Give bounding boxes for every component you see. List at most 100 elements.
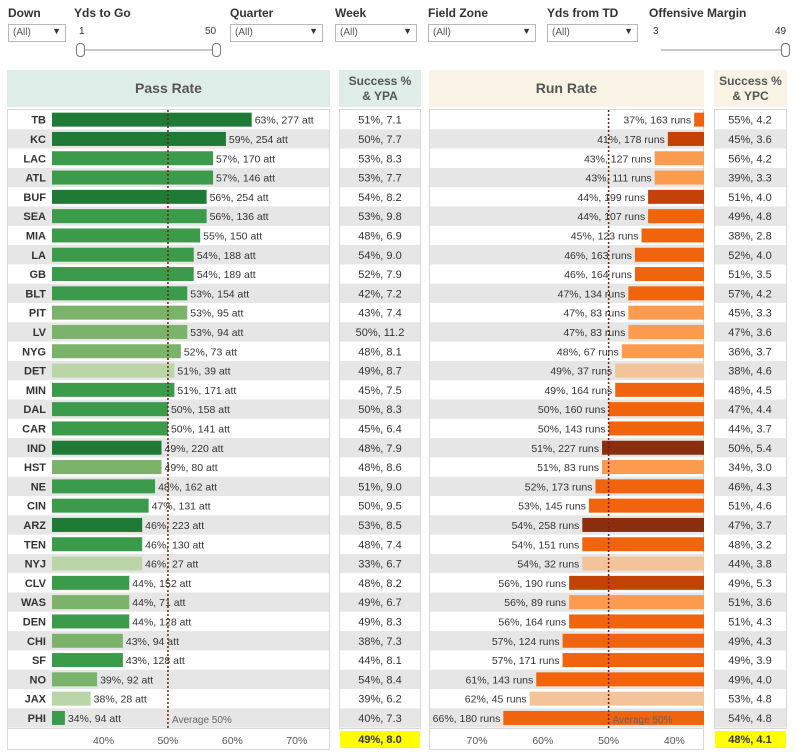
pass-rate-panel	[7, 109, 330, 729]
yds-to-go-max-handle[interactable]	[212, 43, 221, 57]
run-bar	[582, 556, 704, 571]
row-stripe	[715, 438, 786, 458]
row-stripe	[715, 167, 786, 188]
row-stripe	[340, 476, 420, 496]
pass-success-cell: 54%, 9.0	[358, 250, 401, 262]
pass-bar	[52, 653, 123, 668]
row-stripe	[430, 167, 703, 188]
chevron-down-icon: ▼	[309, 26, 318, 36]
pass-success-cell: 53%, 9.8	[358, 211, 401, 223]
run-success-cell: 53%, 4.8	[728, 694, 771, 706]
run-bar-label: 45%, 123 runs	[571, 230, 639, 242]
pass-bar	[52, 614, 130, 629]
pass-team-label: CLV	[25, 578, 47, 590]
pass-bar-label: 53%, 95 att	[190, 308, 243, 320]
pass-success-cell: 42%, 7.2	[358, 288, 401, 300]
row-stripe	[340, 708, 420, 728]
pass-bar	[52, 402, 168, 417]
pass-success-cell: 44%, 8.1	[358, 655, 401, 667]
row-stripe	[715, 245, 786, 265]
pass-success-cell: 38%, 7.3	[358, 636, 401, 648]
field-zone-filter-value: (All)	[433, 27, 451, 38]
pass-team-label: HST	[24, 462, 46, 474]
yds-to-go-slider-track[interactable]	[80, 49, 216, 51]
pass-team-label: SF	[32, 655, 46, 667]
run-bar-label: 37%, 163 runs	[623, 115, 691, 127]
run-success-cell: 47%, 3.7	[728, 520, 771, 532]
pass-bar-label: 54%, 189 att	[197, 269, 256, 281]
yds-to-go-min-handle[interactable]	[76, 43, 85, 57]
run-bar	[562, 633, 704, 648]
pass-bar	[52, 575, 130, 590]
field-zone-filter-select[interactable]: (All) ▼	[428, 24, 536, 42]
pass-bar	[52, 170, 214, 185]
down-filter-select[interactable]: (All) ▼	[8, 24, 66, 42]
pass-bar	[52, 344, 181, 359]
row-stripe	[715, 553, 786, 574]
pass-bar-label: 44%, 71 att	[132, 597, 185, 609]
run-bar-label: 57%, 124 runs	[492, 636, 560, 648]
run-bar-label: 52%, 173 runs	[525, 481, 593, 493]
pass-bar-label: 43%, 94 att	[126, 636, 179, 648]
run-bar	[648, 189, 704, 204]
run-average-label: Average 50%	[613, 715, 673, 726]
run-bar-label: 56%, 89 runs	[504, 597, 566, 609]
run-bar	[615, 382, 704, 397]
run-success-cell: 48%, 3.2	[728, 539, 771, 551]
pass-success-total: 49%, 8.0	[358, 734, 401, 746]
run-bar-label: 46%, 163 runs	[564, 250, 632, 262]
run-bar-label: 57%, 171 runs	[492, 655, 560, 667]
run-axis-tick-label: 50%	[598, 735, 619, 747]
pass-bar	[52, 595, 130, 610]
offensive-margin-max-handle[interactable]	[781, 43, 790, 57]
run-success-cell: 51%, 4.3	[728, 616, 771, 628]
row-stripe	[340, 360, 420, 381]
row-stripe	[340, 129, 420, 149]
offensive-margin-slider-track[interactable]	[661, 49, 785, 51]
run-success-cell: 57%, 4.2	[728, 288, 771, 300]
pass-rate-bars: TB 63%, 277 att KC 59%, 254 att LAC 57%, 170 …	[21, 112, 314, 725]
pass-bar	[52, 479, 156, 494]
run-rate-header: Run Rate	[429, 70, 704, 107]
row-stripe	[715, 592, 786, 612]
run-success-total-bg	[715, 731, 786, 748]
run-success-cell: 51%, 3.6	[728, 597, 771, 609]
pass-success-cell: 45%, 7.5	[358, 385, 401, 397]
row-stripe	[430, 129, 703, 149]
pass-success-cell: 48%, 8.6	[358, 462, 401, 474]
offensive-margin-min: 3	[653, 26, 659, 37]
pass-bar-label: 47%, 131 att	[152, 501, 211, 513]
pass-team-label: TEN	[24, 539, 46, 551]
run-bar-label: 43%, 127 runs	[584, 153, 652, 165]
run-bar-label: 54%, 151 runs	[512, 539, 580, 551]
run-success-cell: 38%, 2.8	[728, 230, 771, 242]
run-bar	[694, 112, 704, 127]
pass-success-cell: 54%, 8.2	[358, 192, 401, 204]
quarter-filter-select[interactable]: (All) ▼	[230, 24, 323, 42]
yds-from-td-filter-select[interactable]: (All) ▼	[547, 24, 638, 42]
pass-team-label: PHI	[28, 713, 46, 725]
run-bar	[628, 324, 704, 339]
pass-success-cell: 53%, 8.5	[358, 520, 401, 532]
row-stripe	[340, 283, 420, 303]
pass-team-label: WAS	[21, 597, 46, 609]
pass-success-cell: 53%, 8.3	[358, 153, 401, 165]
run-success-cell: 49%, 4.8	[728, 211, 771, 223]
run-success-panel	[714, 109, 787, 729]
pass-success-cell: 49%, 8.3	[358, 616, 401, 628]
pass-bar-label: 46%, 223 att	[145, 520, 204, 532]
pass-bar-label: 43%, 128 att	[126, 655, 185, 667]
run-success-total: 48%, 4.1	[728, 734, 771, 746]
run-bar-label: 56%, 190 runs	[498, 578, 566, 590]
run-success-cell: 52%, 4.0	[728, 250, 771, 262]
field-zone-filter-label: Field Zone	[428, 6, 488, 20]
pass-success-cell: 51%, 7.1	[358, 115, 401, 127]
week-filter-select[interactable]: (All) ▼	[335, 24, 417, 42]
pass-success-cell: 50%, 9.5	[358, 501, 401, 513]
pass-success-title-line1: Success %	[348, 73, 412, 88]
run-success-cell: 44%, 3.8	[728, 559, 771, 571]
pass-bar	[52, 189, 207, 204]
pass-success-cell: 52%, 7.9	[358, 269, 401, 281]
pass-axis-tick-label: 70%	[286, 735, 307, 747]
pass-team-label: JAX	[25, 694, 47, 706]
